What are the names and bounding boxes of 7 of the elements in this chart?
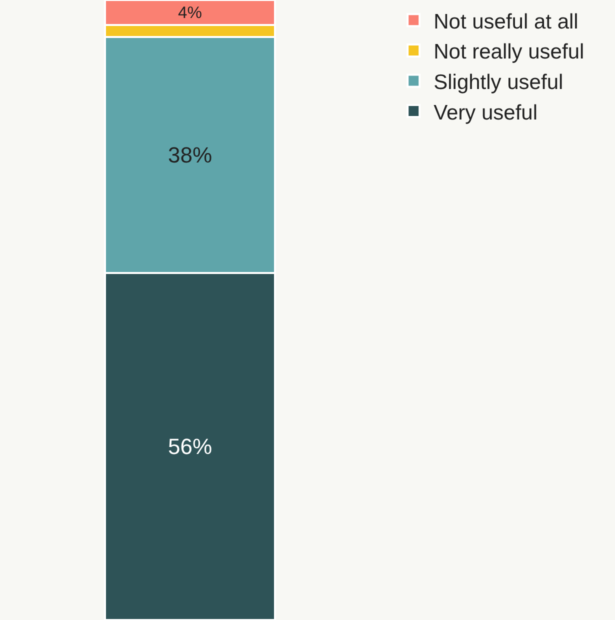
legend-label: Slightly useful [434, 70, 564, 94]
legend-label: Not useful at all [434, 10, 578, 34]
data-label: 38% [168, 142, 212, 168]
legend-label: Very useful [434, 101, 538, 124]
data-label: 4% [178, 3, 202, 22]
legend-label: Not really useful [434, 40, 584, 64]
data-label: 56% [168, 434, 212, 459]
